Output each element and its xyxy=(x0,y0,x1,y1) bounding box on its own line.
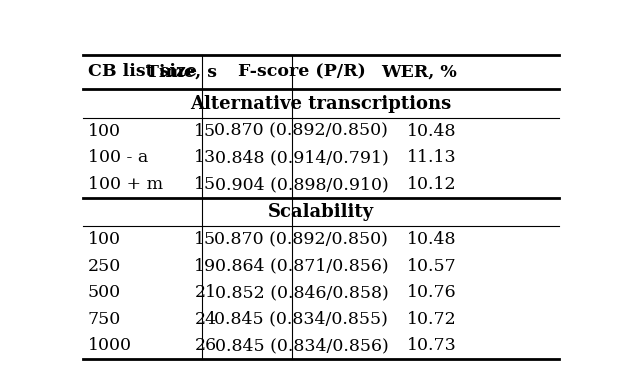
Text: 0.904 (0.898/0.910): 0.904 (0.898/0.910) xyxy=(215,176,388,193)
Text: 1000: 1000 xyxy=(88,338,132,354)
Text: CB list size: CB list size xyxy=(88,64,197,80)
Text: 10.48: 10.48 xyxy=(407,123,456,140)
Text: 0.845 (0.834/0.855): 0.845 (0.834/0.855) xyxy=(215,311,388,328)
Text: 0.870 (0.892/0.850): 0.870 (0.892/0.850) xyxy=(215,231,388,248)
Text: 100: 100 xyxy=(88,123,121,140)
Text: 19: 19 xyxy=(195,258,217,275)
Text: 100 - a: 100 - a xyxy=(88,149,148,166)
Text: 11.13: 11.13 xyxy=(407,149,456,166)
Text: 100: 100 xyxy=(88,231,121,248)
Text: 250: 250 xyxy=(88,258,121,275)
Text: 500: 500 xyxy=(88,284,121,301)
Text: 0.848 (0.914/0.791): 0.848 (0.914/0.791) xyxy=(215,149,388,166)
Text: Scalability: Scalability xyxy=(268,203,374,221)
Text: 24: 24 xyxy=(195,311,217,328)
Text: 15: 15 xyxy=(195,231,217,248)
Text: WER, %: WER, % xyxy=(381,64,456,80)
Text: 13: 13 xyxy=(195,149,217,166)
Text: 10.12: 10.12 xyxy=(407,176,456,193)
Text: 26: 26 xyxy=(195,338,217,354)
Text: 0.845 (0.834/0.856): 0.845 (0.834/0.856) xyxy=(215,338,388,354)
Text: F-score (P/R): F-score (P/R) xyxy=(237,64,366,80)
Text: 10.57: 10.57 xyxy=(407,258,456,275)
Text: 0.864 (0.871/0.856): 0.864 (0.871/0.856) xyxy=(215,258,388,275)
Text: 10.72: 10.72 xyxy=(407,311,456,328)
Text: 15: 15 xyxy=(195,123,217,140)
Text: 0.852 (0.846/0.858): 0.852 (0.846/0.858) xyxy=(215,284,388,301)
Text: 10.76: 10.76 xyxy=(407,284,456,301)
Text: 10.48: 10.48 xyxy=(407,231,456,248)
Text: 10.73: 10.73 xyxy=(407,338,456,354)
Text: 100 + m: 100 + m xyxy=(88,176,163,193)
Text: Alternative transcriptions: Alternative transcriptions xyxy=(190,94,451,113)
Text: 15: 15 xyxy=(195,176,217,193)
Text: 0.870 (0.892/0.850): 0.870 (0.892/0.850) xyxy=(215,123,388,140)
Text: 21: 21 xyxy=(195,284,217,301)
Text: Time, s: Time, s xyxy=(145,64,217,80)
Text: 750: 750 xyxy=(88,311,121,328)
